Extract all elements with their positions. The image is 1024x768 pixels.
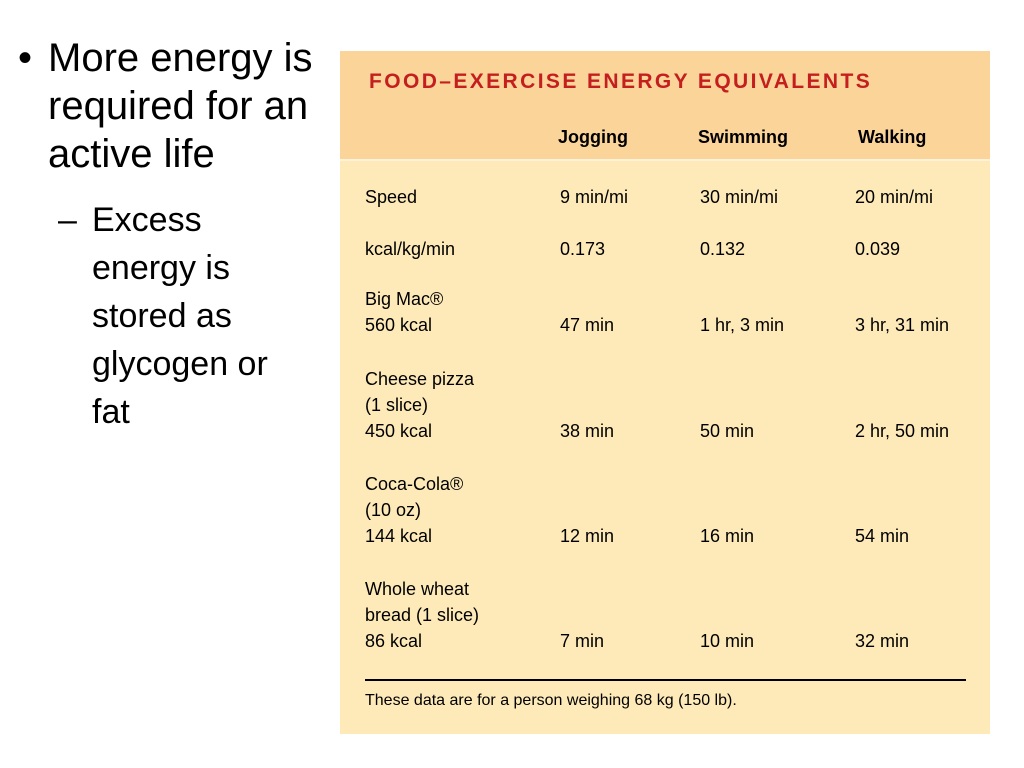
bullet-list: • More energy is required for an active … <box>18 34 336 436</box>
row-label: Big Mac® 560 kcal <box>365 286 443 338</box>
bullet-main: • More energy is required for an active … <box>18 34 336 178</box>
column-header-swimming: Swimming <box>698 127 789 147</box>
row-label: Cheese pizza (1 slice) 450 kcal <box>365 366 474 444</box>
row-label-line: 560 kcal <box>365 315 433 335</box>
row-label: Whole wheat bread (1 slice) 86 kcal <box>365 576 479 654</box>
table-header: FOOD–EXERCISE ENERGY EQUIVALENTS Jogging… <box>340 51 990 161</box>
table-cell: 0.039 <box>855 239 901 259</box>
column-header-walking: Walking <box>858 127 927 147</box>
table-cell: 47 min <box>560 315 615 335</box>
bullet-sub: – Excess energy is stored as glycogen or… <box>58 196 336 436</box>
table-cell: 54 min <box>855 526 910 546</box>
table-cell: 7 min <box>560 631 605 651</box>
row-label-line: bread (1 slice) <box>365 605 480 625</box>
row-label-line: Big Mac® <box>365 289 444 309</box>
row-label-line: (1 slice) <box>365 395 429 415</box>
table-cell: 38 min <box>560 421 615 441</box>
row-label-line: kcal/kg/min <box>365 239 456 259</box>
column-header-jogging: Jogging <box>558 127 628 147</box>
row-label-line: Coca-Cola® <box>365 474 464 494</box>
table-title: FOOD–EXERCISE ENERGY EQUIVALENTS <box>369 70 873 93</box>
energy-table: FOOD–EXERCISE ENERGY EQUIVALENTS Jogging… <box>340 51 990 734</box>
row-label-line: Speed <box>365 187 418 207</box>
table-cell: 0.173 <box>560 239 606 259</box>
bullet-sub-text: Excess energy is stored as glycogen or f… <box>92 201 268 431</box>
row-label-line: Cheese pizza <box>365 369 475 389</box>
row-label-line: 86 kcal <box>365 631 423 651</box>
row-label: Coca-Cola® (10 oz) 144 kcal <box>365 471 463 549</box>
bullet-dot-icon: • <box>18 36 33 80</box>
row-label-line: 450 kcal <box>365 421 433 441</box>
table-cell: 50 min <box>700 421 755 441</box>
table-cell: 30 min/mi <box>700 187 779 207</box>
row-label-line: (10 oz) <box>365 500 422 520</box>
table-cell: 10 min <box>700 631 755 651</box>
bullet-main-text: More energy is required for an active li… <box>48 36 313 176</box>
table-cell: 32 min <box>855 631 910 651</box>
row-label-line: 144 kcal <box>365 526 433 546</box>
row-label: Speed <box>365 184 417 210</box>
table-cell: 12 min <box>560 526 615 546</box>
table-cell: 3 hr, 31 min <box>855 315 950 335</box>
row-label-line: Whole wheat <box>365 579 470 599</box>
table-cell: 20 min/mi <box>855 187 934 207</box>
table-cell: 9 min/mi <box>560 187 629 207</box>
table-cell: 0.132 <box>700 239 746 259</box>
table-bottom-rule <box>365 679 966 681</box>
table-cell: 16 min <box>700 526 755 546</box>
row-label: kcal/kg/min <box>365 236 455 262</box>
table-footnote: These data are for a person weighing 68 … <box>365 692 737 709</box>
bullet-dash-icon: – <box>58 201 77 239</box>
table-cell: 1 hr, 3 min <box>700 315 785 335</box>
table-cell: 2 hr, 50 min <box>855 421 950 441</box>
